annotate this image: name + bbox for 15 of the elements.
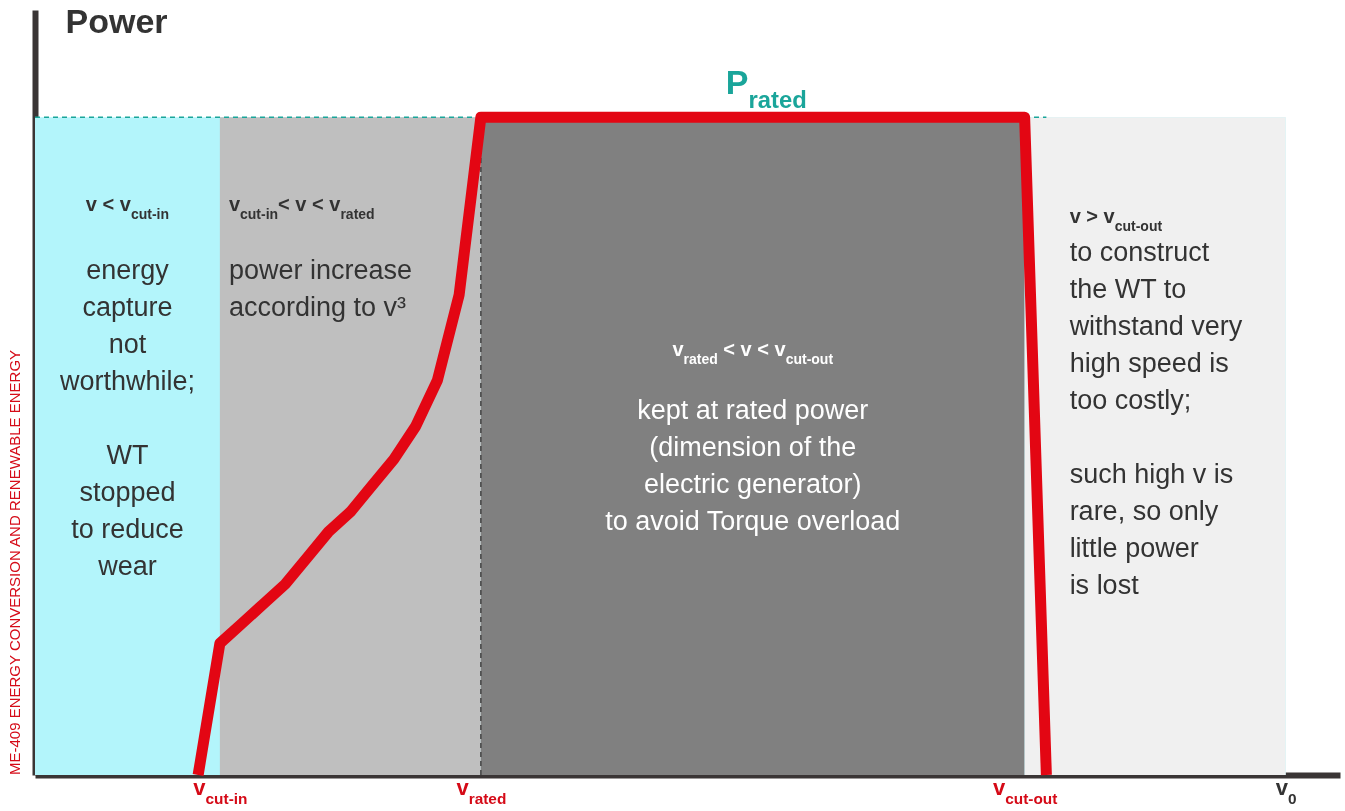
band-label: v < v$_{cut-in}$ — [85, 193, 170, 222]
text: ME-409 ENERGY CONVERSION AND RENEWABLE ENERGY — [6, 349, 23, 775]
x-tick-label: v$_{cut-in}$ — [193, 774, 248, 806]
x-tick-label: v$_{rated}$ — [456, 774, 507, 806]
text: to construct the WT to withstand very high speed is too costly; such high v is rare, so only little power is lost — [1069, 237, 1243, 600]
x-tick-label: v$_{0}$ — [1275, 774, 1297, 806]
band-label: v$_{rated}$ < v < v$_{cut-out}$ — [672, 338, 834, 367]
text: energy capture not worthwhile; WT stopped to reduce wear — [59, 255, 195, 581]
ref-line-label: P$_{rated}$ — [725, 63, 807, 113]
annotation: power increase according to v³ — [228, 255, 412, 322]
band-label: v$_{cut-in}$< v < v$_{rated}$ — [228, 193, 375, 222]
x-tick-label: v$_{cut-out}$ — [992, 774, 1058, 806]
y-axis-title: Power — [65, 1, 168, 40]
band-label: v > v$_{cut-out}$ — [1069, 205, 1163, 234]
annotation: kept at rated power (dimension of the electric generator) to avoid Torque overload — [605, 395, 901, 536]
